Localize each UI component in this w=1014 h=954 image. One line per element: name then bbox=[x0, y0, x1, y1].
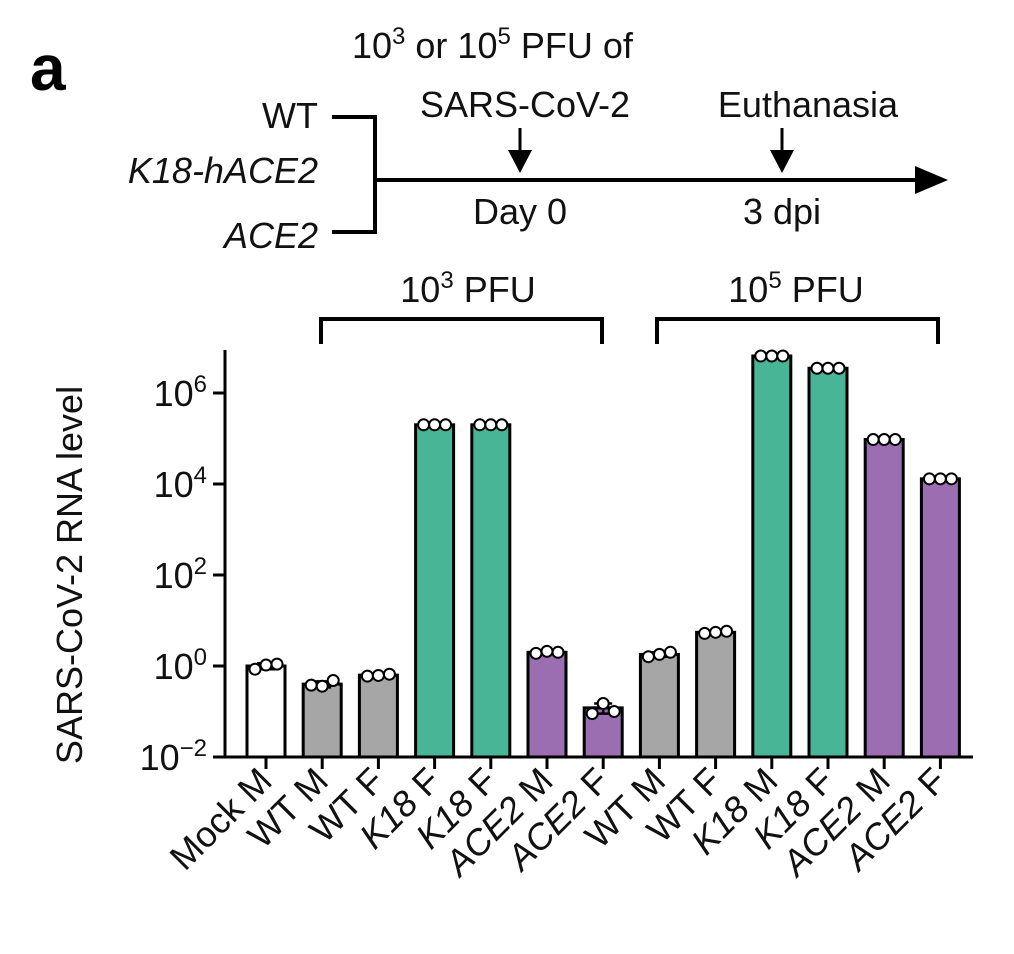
bar-rect bbox=[470, 423, 512, 759]
data-point bbox=[821, 361, 835, 375]
data-point bbox=[698, 626, 712, 640]
bar-8 bbox=[638, 645, 680, 759]
bar-10 bbox=[751, 349, 793, 759]
bar-12 bbox=[863, 433, 905, 759]
data-point bbox=[259, 658, 273, 672]
data-point bbox=[315, 679, 329, 693]
dpi-label: 3 dpi bbox=[743, 191, 821, 232]
y-tick-label: 104 bbox=[154, 462, 207, 505]
panel-label: a bbox=[30, 32, 66, 104]
data-point bbox=[663, 645, 677, 659]
bar-rect bbox=[357, 673, 399, 759]
data-point bbox=[495, 418, 509, 432]
euthanasia-label: Euthanasia bbox=[718, 84, 899, 125]
data-point bbox=[585, 707, 599, 721]
bar-rect bbox=[301, 682, 343, 759]
timeline-arrowhead bbox=[915, 166, 948, 194]
data-point bbox=[304, 678, 318, 692]
data-point bbox=[810, 361, 824, 375]
data-point bbox=[607, 705, 621, 718]
axes-layer: 106 104 102 100 10−2 bbox=[140, 350, 973, 778]
data-point bbox=[529, 646, 543, 660]
timeline-schematic: WT K18-hACE2 ACE2 103 or 105 PFU of SARS… bbox=[128, 23, 948, 256]
data-point bbox=[888, 433, 902, 447]
bar-6 bbox=[526, 644, 568, 759]
data-point bbox=[382, 667, 396, 681]
data-point bbox=[270, 657, 284, 671]
group-label-ace2: ACE2 bbox=[222, 215, 318, 256]
data-point bbox=[371, 668, 385, 682]
dose-label-high: 105 PFU bbox=[728, 267, 863, 310]
dose-bracket-high bbox=[655, 317, 940, 344]
bar-3 bbox=[357, 667, 399, 759]
infection-arrowhead bbox=[508, 150, 532, 173]
y-tick-label: 10−2 bbox=[140, 735, 207, 778]
data-point bbox=[484, 418, 498, 432]
data-point bbox=[417, 418, 431, 432]
y-tick-label: 106 bbox=[154, 371, 207, 414]
bar-4 bbox=[414, 418, 456, 759]
y-axis-label: SARS-CoV-2 RNA level bbox=[49, 386, 90, 764]
data-point bbox=[944, 472, 958, 486]
day0-label: Day 0 bbox=[473, 191, 567, 232]
infection-virus-label: SARS-CoV-2 bbox=[420, 84, 630, 125]
bar-1 bbox=[245, 657, 287, 759]
bar-5 bbox=[470, 418, 512, 759]
data-point bbox=[326, 674, 340, 688]
group-bracket bbox=[332, 115, 377, 234]
data-point bbox=[473, 418, 487, 432]
bar-rect bbox=[919, 477, 961, 759]
bar-9 bbox=[695, 624, 737, 759]
dose-brackets: 103 PFU 105 PFU bbox=[319, 267, 940, 344]
infection-dose-label: 103 or 105 PFU of bbox=[352, 23, 634, 66]
data-point bbox=[922, 472, 936, 486]
bar-7 bbox=[582, 696, 624, 759]
data-point bbox=[832, 361, 846, 375]
bar-13 bbox=[919, 472, 961, 759]
group-label-k18: K18-hACE2 bbox=[128, 150, 318, 191]
data-point bbox=[360, 669, 374, 683]
bar-rect bbox=[695, 630, 737, 759]
data-point bbox=[652, 647, 666, 661]
data-point bbox=[709, 625, 723, 639]
data-point bbox=[641, 650, 655, 664]
bar-rect bbox=[638, 652, 680, 759]
bar-rect bbox=[414, 423, 456, 759]
y-tick-label: 102 bbox=[154, 553, 207, 596]
dose-bracket-low bbox=[319, 317, 604, 344]
data-point bbox=[551, 645, 565, 659]
data-point bbox=[248, 662, 262, 676]
data-point bbox=[596, 696, 610, 710]
data-point bbox=[720, 624, 734, 638]
data-point bbox=[933, 472, 947, 486]
y-tick-label: 100 bbox=[154, 644, 207, 687]
bar-rect bbox=[863, 438, 905, 759]
bar-rect bbox=[807, 366, 849, 759]
data-point bbox=[776, 349, 790, 363]
euthanasia-arrowhead bbox=[770, 150, 794, 173]
bar-rect bbox=[526, 650, 568, 759]
group-label-wt: WT bbox=[262, 95, 318, 136]
bar-rect bbox=[245, 664, 287, 759]
bar-layer bbox=[245, 349, 961, 759]
data-point bbox=[754, 349, 768, 363]
bar-2 bbox=[301, 674, 343, 759]
bar-11 bbox=[807, 361, 849, 759]
data-point bbox=[765, 349, 779, 363]
data-point bbox=[877, 433, 891, 447]
data-point bbox=[428, 418, 442, 432]
data-point bbox=[866, 433, 880, 447]
data-point bbox=[439, 418, 453, 432]
dose-label-low: 103 PFU bbox=[400, 267, 535, 310]
bar-rect bbox=[751, 354, 793, 759]
data-point bbox=[540, 644, 554, 658]
